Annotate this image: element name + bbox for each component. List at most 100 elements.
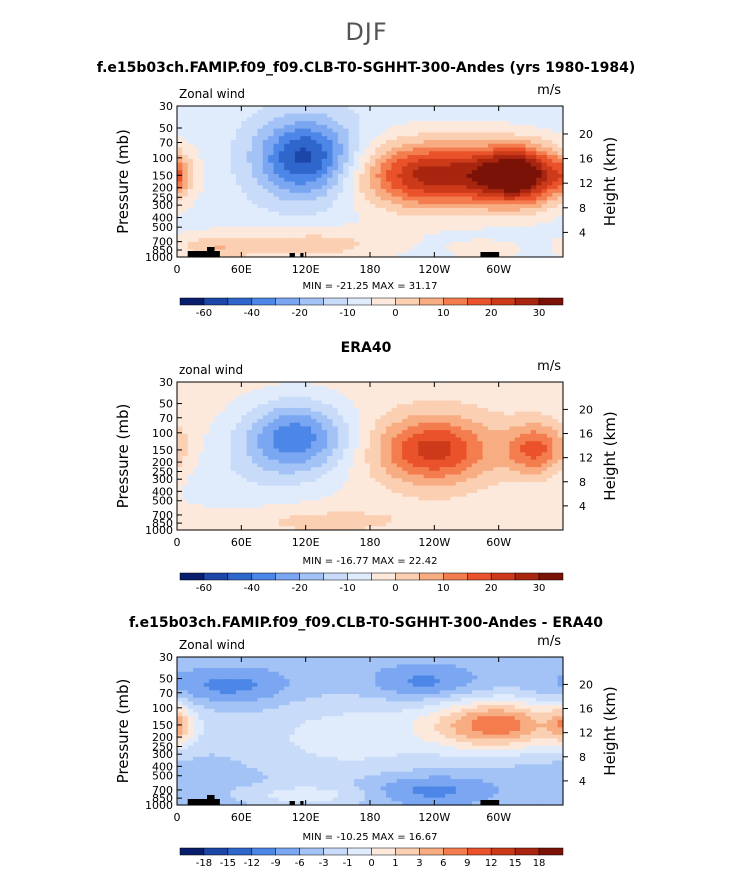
contour-cell (337, 245, 344, 251)
contour-cell (289, 470, 296, 476)
contour-cell (305, 207, 312, 213)
contour-cell (177, 204, 183, 209)
contour-cell (198, 245, 205, 251)
contour-cell (407, 478, 414, 483)
contour-cell (177, 404, 183, 409)
contour-cell (327, 219, 334, 224)
contour-cell (439, 404, 446, 409)
contour-cell (219, 245, 226, 251)
contour-cell (439, 441, 446, 446)
contour-cell (187, 124, 194, 130)
contour-cell (396, 459, 403, 464)
contour-cell (557, 211, 564, 217)
contour-cell (353, 241, 360, 247)
contour-cell (514, 411, 521, 416)
contour-cell (375, 200, 382, 205)
contour-cell (203, 136, 210, 141)
contour-cell (386, 200, 393, 205)
contour-cell (509, 162, 516, 168)
contour-cell (177, 485, 183, 490)
contour-cell (471, 433, 478, 439)
contour-cell (332, 226, 339, 232)
contour-cell (187, 155, 194, 160)
contour-cell (203, 196, 210, 201)
contour-cell (327, 452, 334, 457)
contour-cell (337, 147, 344, 152)
contour-cell (498, 139, 505, 145)
contour-cell (359, 433, 366, 439)
contour-cell (391, 452, 398, 457)
contour-cell (327, 121, 334, 126)
contour-cell (203, 192, 210, 198)
contour-cell (177, 426, 183, 431)
contour-cell (321, 382, 328, 387)
contour-cell (294, 185, 301, 190)
contour-cell (386, 404, 393, 409)
contour-cell (493, 192, 500, 198)
contour-cell (316, 223, 323, 228)
contour-cell (193, 411, 200, 416)
contour-cell (487, 113, 494, 118)
contour-cell (257, 478, 264, 483)
contour-cell (353, 181, 360, 186)
contour-cell (321, 415, 328, 420)
contour-cell (514, 456, 521, 461)
contour-cell (445, 113, 452, 118)
contour-cell (268, 448, 275, 453)
contour-cell (348, 467, 355, 472)
contour-cell (509, 226, 516, 232)
contour-cell (552, 430, 559, 435)
contour-cell (541, 204, 548, 209)
contour-cell (525, 155, 532, 160)
contour-cell (348, 215, 355, 220)
contour-cell (343, 441, 350, 446)
contour-cell (461, 132, 468, 137)
contour-cell (386, 249, 393, 254)
contour-cell (391, 219, 398, 224)
contour-cell (214, 411, 221, 416)
contour-cell (353, 389, 360, 394)
contour-cell (455, 173, 462, 179)
contour-cell (428, 136, 435, 141)
contour-cell (300, 444, 307, 450)
contour-cell (278, 151, 285, 156)
contour-cell (230, 400, 237, 405)
contour-cell (219, 121, 226, 126)
contour-cell (370, 162, 376, 168)
contour-cell (498, 241, 505, 247)
contour-cell (541, 422, 548, 427)
contour-cell (219, 415, 226, 420)
contour-cell (386, 170, 393, 175)
contour-cell (455, 481, 462, 487)
contour-cell (209, 226, 216, 232)
contour-cell (546, 448, 553, 453)
contour-cell (337, 382, 344, 387)
contour-cell (337, 132, 344, 137)
contour-cell (230, 136, 237, 141)
contour-cell (257, 139, 264, 145)
contour-cell (182, 173, 189, 179)
contour-cell (557, 437, 564, 442)
contour-cell (289, 389, 296, 394)
contour-cell (187, 385, 194, 390)
contour-cell (370, 385, 376, 390)
contour-cell (477, 437, 484, 442)
contour-cell (386, 419, 393, 424)
contour-cell (487, 226, 494, 232)
contour-cell (375, 456, 382, 461)
contour-cell (284, 151, 291, 156)
contour-cell (241, 433, 248, 439)
contour-cell (305, 441, 312, 446)
contour-cell (193, 419, 200, 424)
contour-cell (370, 393, 376, 398)
contour-cell (177, 173, 183, 179)
topography-mask (289, 253, 295, 257)
contour-cell (214, 481, 221, 487)
contour-cell (439, 433, 446, 439)
contour-cell (423, 444, 430, 450)
contour-cell (337, 385, 344, 390)
contour-cell (525, 181, 532, 186)
contour-cell (391, 155, 398, 160)
contour-cell (380, 139, 387, 145)
contour-cell (525, 215, 532, 220)
